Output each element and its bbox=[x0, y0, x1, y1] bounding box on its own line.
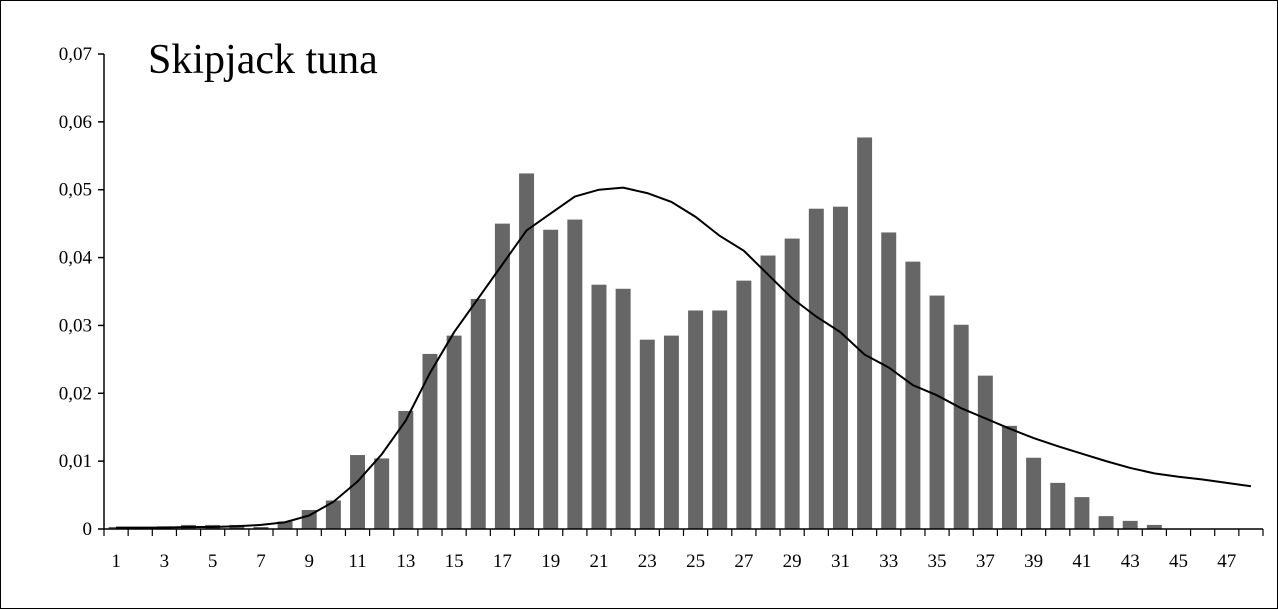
y-tick-label: 0,01 bbox=[59, 451, 92, 472]
fit-line bbox=[116, 186, 1252, 529]
x-tick-label: 27 bbox=[734, 551, 753, 572]
x-tick-label: 25 bbox=[686, 551, 705, 572]
bar-26 bbox=[712, 310, 728, 529]
x-tick-label: 29 bbox=[783, 551, 802, 572]
bar-43 bbox=[1122, 520, 1138, 529]
bar-40 bbox=[1050, 482, 1066, 529]
bar-37 bbox=[977, 375, 993, 529]
bar-30 bbox=[808, 208, 824, 529]
bar-11 bbox=[350, 455, 366, 529]
bar-35 bbox=[929, 295, 945, 529]
bar-44 bbox=[1146, 524, 1162, 529]
x-tick-label: 33 bbox=[879, 551, 898, 572]
bar-21 bbox=[591, 284, 607, 529]
x-tick-label: 3 bbox=[160, 551, 170, 572]
bar-38 bbox=[1001, 425, 1017, 529]
y-tick-label: 0,03 bbox=[59, 315, 92, 336]
x-tick-label: 11 bbox=[348, 551, 366, 572]
bar-31 bbox=[832, 206, 848, 529]
x-tick-label: 23 bbox=[638, 551, 657, 572]
bar-16 bbox=[470, 298, 486, 529]
bars-layer bbox=[108, 137, 1162, 530]
x-ticks: 1 3 5 7 9 11 13 15 17 19 21 23 25 27 29 31 33 35 37 39 41 43 4… bbox=[103, 529, 1264, 572]
x-tick-label: 7 bbox=[256, 551, 266, 572]
x-tick-label: 1 bbox=[111, 551, 121, 572]
x-tick-label: 15 bbox=[445, 551, 464, 572]
x-tick-label: 39 bbox=[1024, 551, 1043, 572]
bar-7 bbox=[253, 526, 269, 529]
x-tick-label: 19 bbox=[541, 551, 560, 572]
y-tick-label: 0,07 bbox=[59, 44, 92, 65]
x-tick-label: 41 bbox=[1072, 551, 1091, 572]
y-tick-label: 0,06 bbox=[59, 112, 92, 133]
x-tick-label: 45 bbox=[1169, 551, 1188, 572]
chart-title: Skipjack tuna bbox=[148, 37, 378, 83]
bar-41 bbox=[1074, 497, 1090, 529]
bar-23 bbox=[639, 339, 655, 529]
y-ticks: 0 0,01 0,02 0,03 0,04 0,05 0,06 0,07 bbox=[59, 44, 104, 540]
y-tick-label: 0,02 bbox=[59, 383, 92, 404]
bar-25 bbox=[688, 310, 704, 529]
x-tick-label: 43 bbox=[1121, 551, 1140, 572]
bar-20 bbox=[567, 219, 583, 529]
bar-36 bbox=[953, 324, 969, 529]
bar-32 bbox=[857, 137, 873, 529]
x-tick-label: 47 bbox=[1217, 551, 1236, 572]
x-tick-label: 13 bbox=[396, 551, 415, 572]
x-tick-label: 31 bbox=[831, 551, 850, 572]
bar-13 bbox=[398, 410, 414, 529]
bar-22 bbox=[615, 288, 631, 529]
bar-28 bbox=[760, 255, 776, 530]
bar-39 bbox=[1026, 457, 1042, 529]
x-tick-label: 37 bbox=[976, 551, 995, 572]
x-tick-label: 35 bbox=[928, 551, 947, 572]
bar-14 bbox=[422, 353, 438, 529]
bar-17 bbox=[494, 223, 510, 529]
y-tick-label: 0,04 bbox=[59, 248, 93, 269]
x-tick-label: 21 bbox=[589, 551, 608, 572]
bar-12 bbox=[374, 458, 390, 529]
bar-19 bbox=[543, 229, 559, 529]
bar-9 bbox=[301, 510, 317, 529]
bar-42 bbox=[1098, 516, 1114, 529]
bar-29 bbox=[784, 238, 800, 529]
bar-10 bbox=[325, 500, 341, 529]
y-tick-label: 0,05 bbox=[59, 180, 92, 201]
y-tick-label: 0 bbox=[83, 519, 93, 540]
x-tick-label: 17 bbox=[493, 551, 512, 572]
bar-18 bbox=[519, 173, 535, 529]
bar-27 bbox=[736, 280, 752, 529]
bar-24 bbox=[663, 335, 679, 529]
x-tick-label: 5 bbox=[208, 551, 218, 572]
bar-15 bbox=[446, 335, 462, 529]
bar-34 bbox=[905, 261, 921, 529]
bar-8 bbox=[277, 521, 293, 529]
x-tick-label: 9 bbox=[304, 551, 314, 572]
bar-33 bbox=[881, 232, 897, 529]
